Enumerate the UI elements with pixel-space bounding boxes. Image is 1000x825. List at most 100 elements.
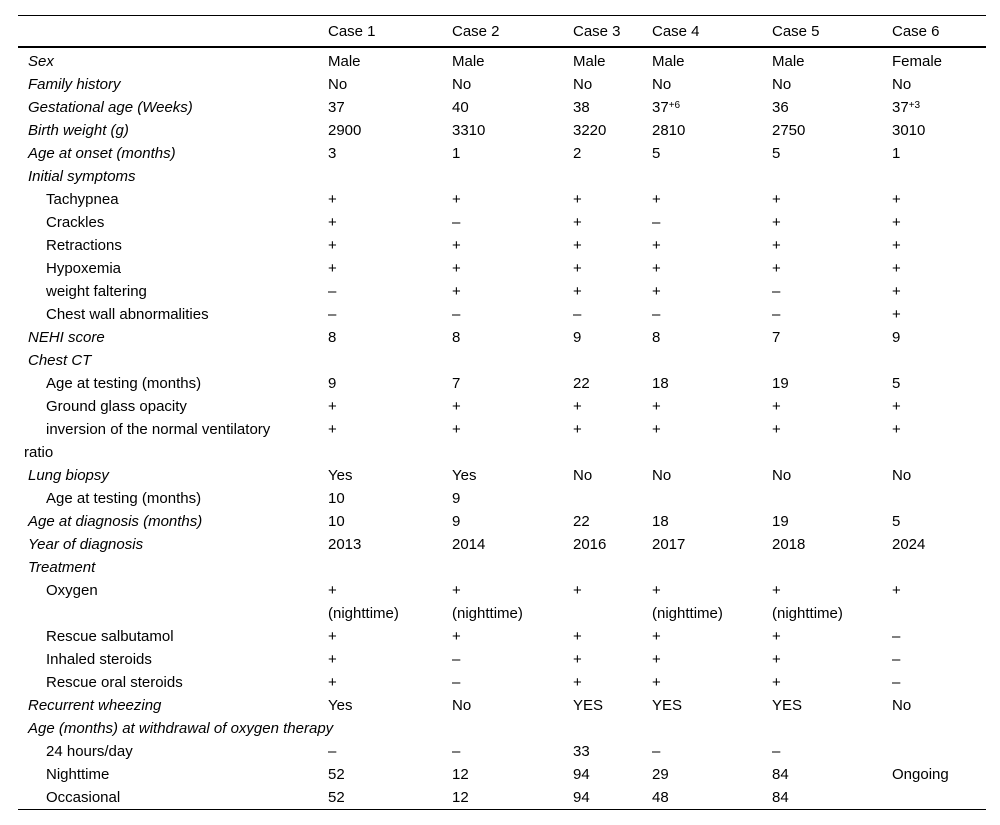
row-label: Nighttime — [46, 766, 110, 783]
cell: 2013 — [328, 536, 362, 553]
row-label: weight faltering — [46, 283, 147, 300]
cell: No — [772, 467, 792, 484]
cell: 2018 — [772, 536, 806, 553]
cell: 18 — [652, 513, 669, 530]
cell: 19 — [772, 513, 789, 530]
cell — [652, 349, 772, 372]
cell: 94 — [573, 766, 590, 783]
cell: + — [892, 398, 901, 415]
row-label: Age at diagnosis (months) — [28, 513, 203, 530]
cell: 84 — [772, 789, 789, 806]
cell: + — [573, 582, 582, 599]
cell — [772, 165, 892, 188]
cell: Yes — [328, 697, 353, 714]
cell: + — [328, 214, 337, 231]
cell: Male — [652, 53, 685, 70]
cell — [652, 717, 772, 740]
cell: + — [892, 421, 901, 438]
cell — [892, 786, 986, 810]
table-row: Sex Male Male Male Male Male Female — [18, 47, 986, 73]
cell — [328, 717, 452, 740]
table-row: Age at diagnosis (months) 10 9 22 18 19 5 — [18, 510, 986, 533]
cell: + — [573, 421, 582, 438]
cell — [452, 165, 573, 188]
cell: + — [652, 628, 661, 645]
cell: – — [573, 306, 582, 323]
table-row: Oxygen + (nighttime) + (nighttime) + + (nightti… — [18, 579, 986, 625]
cell — [652, 165, 772, 188]
cell: + — [573, 260, 582, 277]
cell: 22 — [573, 513, 590, 530]
table-row: Tachypnea + + + + + + — [18, 188, 986, 211]
cell: + — [573, 398, 582, 415]
cell — [328, 556, 452, 579]
cell: + — [652, 421, 661, 438]
cell: 2016 — [573, 536, 607, 553]
cell: No — [652, 467, 672, 484]
table-row: Inhaled steroids + – + + + – — [18, 648, 986, 671]
cell: 52 — [328, 789, 345, 806]
table-row: Nighttime 52 12 94 29 84 Ongoing — [18, 763, 986, 786]
cell: + — [328, 260, 337, 277]
cell: 3310 — [452, 122, 486, 139]
row-label: Age at onset (months) — [28, 145, 176, 162]
cell — [892, 487, 986, 510]
row-label: Recurrent wheezing — [28, 697, 162, 714]
cell: 2017 — [652, 536, 686, 553]
cell: 3 — [328, 145, 337, 162]
row-label: Chest CT — [28, 352, 92, 369]
cell: 7 — [772, 329, 781, 346]
table-row: Rescue oral steroids + – + + + – — [18, 671, 986, 694]
table-row: Age at onset (months) 3 1 2 5 5 1 — [18, 142, 986, 165]
cell: No — [652, 76, 672, 93]
cell: – — [328, 743, 337, 760]
cell: + — [328, 628, 337, 645]
cell — [772, 487, 892, 510]
cell: + — [328, 398, 337, 415]
table-row: NEHI score 8 8 9 8 7 9 — [18, 326, 986, 349]
cell: – — [892, 628, 901, 645]
cell: + — [892, 306, 901, 323]
cell: + — [892, 582, 901, 599]
cell: 12 — [452, 766, 469, 783]
cell: + — [452, 628, 461, 645]
cell: 2750 — [772, 122, 806, 139]
cell: YES — [573, 697, 604, 714]
cell: – — [652, 214, 661, 231]
cell: + — [772, 191, 781, 208]
cell: + — [772, 398, 781, 415]
row-label: Treatment — [28, 559, 96, 576]
cell: 19 — [772, 375, 789, 392]
cell — [328, 165, 452, 188]
cell: + — [892, 260, 901, 277]
cell — [892, 556, 986, 579]
cell: No — [573, 467, 593, 484]
cell: + — [573, 237, 582, 254]
cell: + — [892, 283, 901, 300]
row-label: NEHI score — [28, 329, 105, 346]
column-header: Case 6 — [892, 15, 986, 48]
cell: 2024 — [892, 536, 926, 553]
cell: No — [772, 76, 792, 93]
cell: + — [328, 421, 337, 438]
cell: + — [892, 214, 901, 231]
cell: 38 — [573, 99, 590, 116]
row-label: Initial symptoms — [28, 168, 136, 185]
cell: – — [452, 306, 461, 323]
cell: + — [892, 191, 901, 208]
column-header: Case 3 — [573, 15, 652, 48]
table-row: Gestational age (Weeks) 37 40 38 37+6 36 37+3 — [18, 96, 986, 119]
table-body: Sex Male Male Male Male Male Female Family hist… — [18, 47, 986, 810]
cell: 84 — [772, 766, 789, 783]
cell: + — [573, 283, 582, 300]
table-row: Occasional 52 12 94 48 84 — [18, 786, 986, 810]
cell: 8 — [452, 329, 461, 346]
table-row: Retractions + + + + + + — [18, 234, 986, 257]
row-label: Age at testing (months) — [46, 490, 202, 507]
cell: No — [892, 76, 912, 93]
table-row: Treatment — [18, 556, 986, 579]
row-label: Sex — [28, 53, 54, 70]
cell: – — [452, 214, 461, 231]
cell: Ongoing — [892, 766, 949, 783]
table-row: weight faltering – + + + – + — [18, 280, 986, 303]
